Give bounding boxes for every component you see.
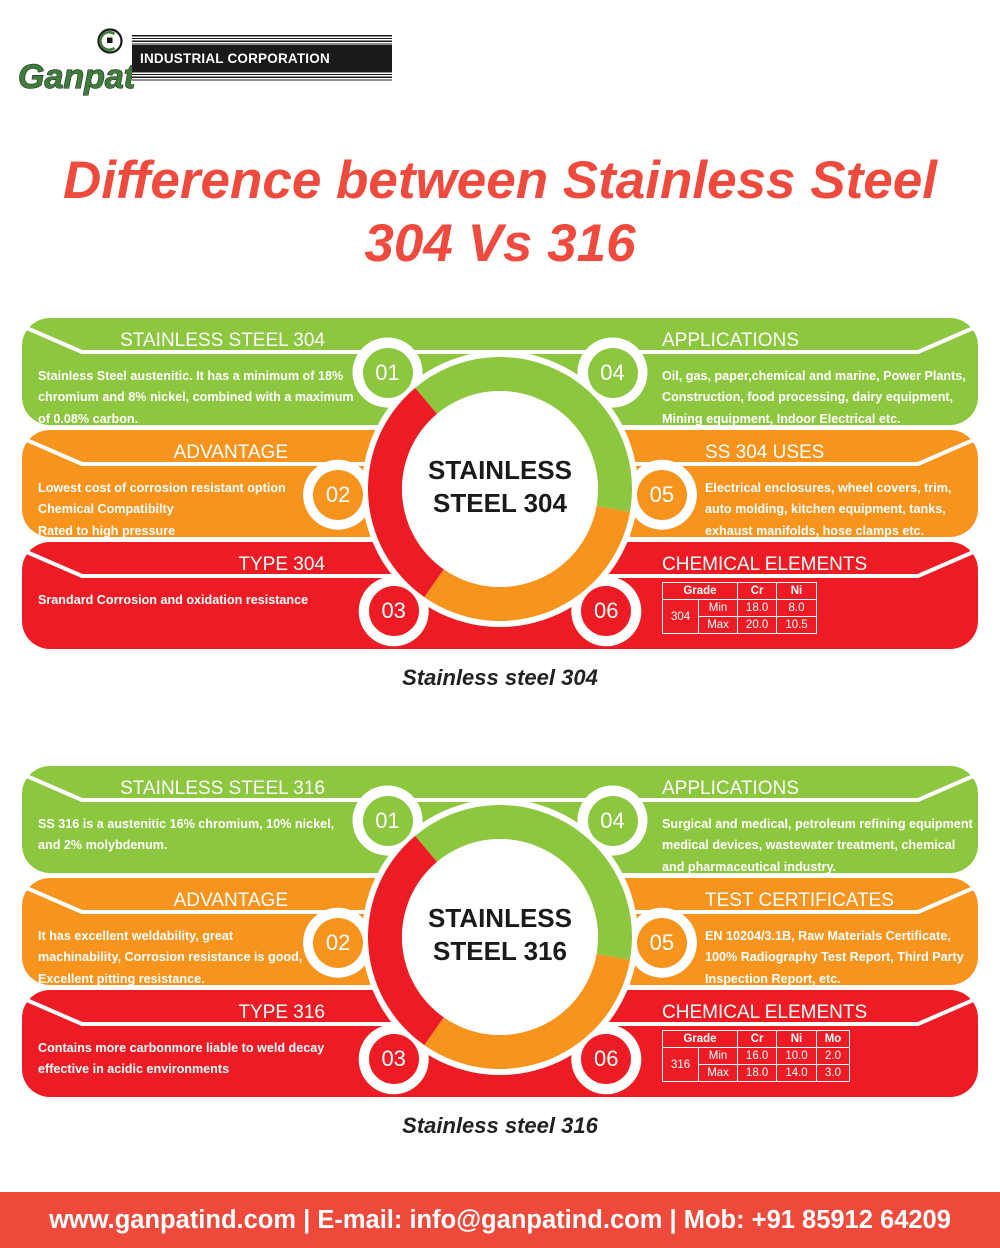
svg-text:Ganpat: Ganpat	[18, 58, 137, 96]
